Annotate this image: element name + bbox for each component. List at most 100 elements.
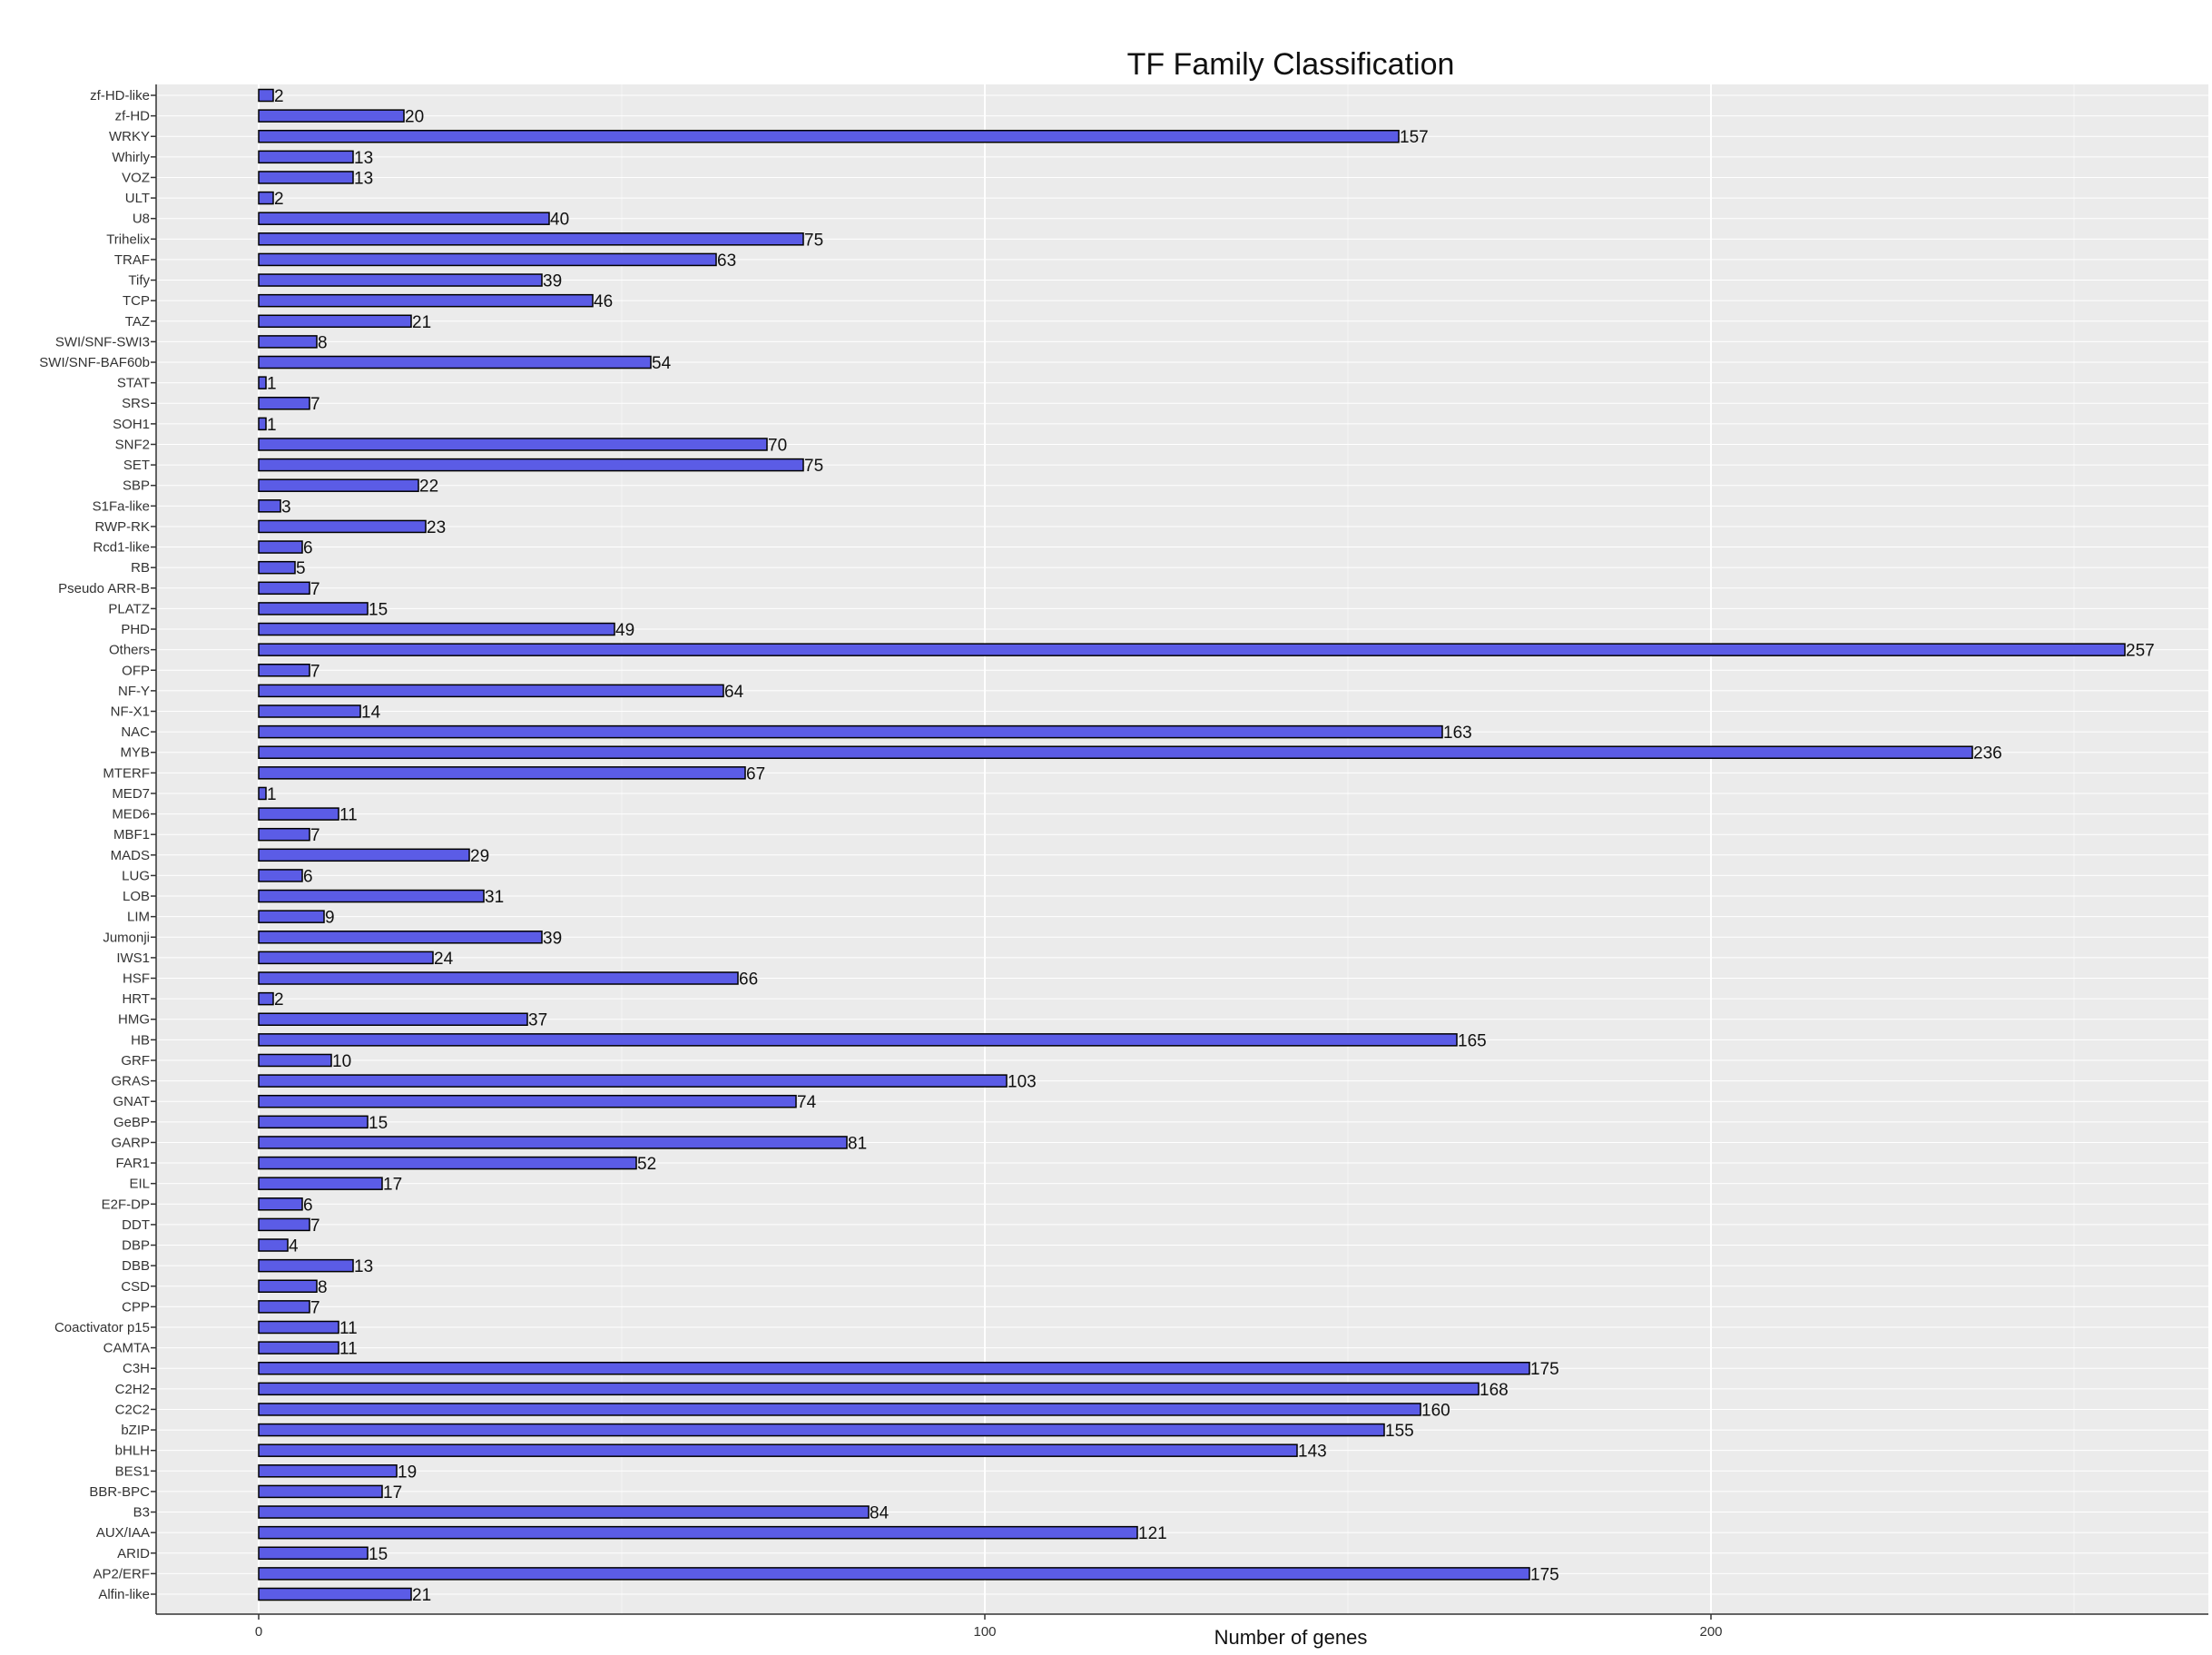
bar <box>258 191 274 205</box>
value-label: 7 <box>310 395 320 414</box>
bar <box>258 232 804 246</box>
category-label: CAMTA <box>103 1341 150 1356</box>
bar <box>258 951 434 965</box>
bar <box>258 1423 1385 1437</box>
value-label: 6 <box>303 867 313 886</box>
bar <box>258 991 274 1006</box>
category-label: Trihelix <box>106 232 150 247</box>
category-label: NF-X1 <box>111 704 150 719</box>
category-label: DBP <box>122 1238 150 1254</box>
bar <box>258 766 746 780</box>
category-label: MBF1 <box>113 827 150 842</box>
category-label: AP2/ERF <box>93 1566 150 1581</box>
category-label: IWS1 <box>116 951 150 966</box>
category-label: Jumonji <box>103 930 150 945</box>
bar <box>258 1156 637 1170</box>
bar <box>258 581 310 596</box>
bar <box>258 1300 310 1314</box>
value-label: 8 <box>318 1278 328 1297</box>
category-label: VOZ <box>122 170 150 185</box>
bar <box>258 602 369 616</box>
bar <box>258 1258 354 1273</box>
value-label: 236 <box>1973 744 2002 763</box>
category-label: SOH1 <box>113 417 150 432</box>
value-label: 19 <box>398 1463 417 1482</box>
bar <box>258 1443 1298 1457</box>
category-label: WRKY <box>109 129 150 144</box>
bar <box>258 1382 1480 1396</box>
bar <box>258 971 739 985</box>
bar <box>258 560 296 575</box>
bar <box>258 1177 383 1190</box>
bar <box>258 1012 528 1026</box>
category-label: SBP <box>123 478 150 494</box>
category-label: TAZ <box>125 314 150 330</box>
category-label: CPP <box>122 1299 150 1315</box>
value-label: 165 <box>1458 1031 1487 1050</box>
bar <box>258 1320 339 1335</box>
value-label: 7 <box>310 580 320 599</box>
value-label: 17 <box>383 1483 402 1502</box>
category-label: Coactivator p15 <box>54 1320 150 1335</box>
category-label: Rcd1-like <box>93 540 150 556</box>
category-label: zf-HD-like <box>90 88 150 103</box>
category-label: GeBP <box>113 1115 150 1130</box>
category-label: BBR-BPC <box>89 1484 150 1500</box>
category-label: FAR1 <box>115 1156 150 1171</box>
bar <box>258 1115 369 1129</box>
category-label: SWI/SNF-BAF60b <box>39 355 150 370</box>
value-label: 160 <box>1421 1401 1450 1420</box>
value-label: 157 <box>1400 128 1429 147</box>
category-label: Tify <box>128 273 150 289</box>
bar <box>258 417 267 431</box>
value-label: 40 <box>550 211 569 230</box>
category-label: Whirly <box>112 150 150 165</box>
category-label: CSD <box>121 1279 150 1295</box>
category-label: AUX/IAA <box>96 1525 150 1541</box>
category-label: GNAT <box>113 1094 150 1109</box>
category-label: SWI/SNF-SWI3 <box>55 334 150 350</box>
value-label: 7 <box>310 662 320 681</box>
value-label: 168 <box>1480 1381 1509 1400</box>
value-label: 7 <box>310 1298 320 1317</box>
bar <box>258 129 1400 143</box>
value-label: 6 <box>303 539 313 558</box>
value-label: 1 <box>267 785 277 804</box>
category-label: SNF2 <box>115 437 150 452</box>
value-label: 15 <box>369 600 388 619</box>
value-label: 21 <box>412 1586 431 1605</box>
chart-title: TF Family Classification <box>1127 47 1455 82</box>
bar <box>258 1033 1458 1047</box>
category-label: Others <box>109 643 150 658</box>
value-label: 70 <box>768 436 787 455</box>
bar <box>258 848 470 862</box>
bar <box>258 1484 383 1499</box>
category-label: bHLH <box>115 1443 150 1459</box>
bar <box>258 622 615 636</box>
value-label: 64 <box>724 683 744 702</box>
value-label: 37 <box>528 1011 547 1030</box>
plot-panel <box>156 84 2208 1614</box>
category-label: Pseudo ARR-B <box>58 581 150 596</box>
value-label: 175 <box>1530 1360 1559 1379</box>
bar <box>258 293 594 308</box>
value-label: 175 <box>1530 1565 1559 1584</box>
value-label: 9 <box>325 909 335 928</box>
category-label: LUG <box>122 868 150 883</box>
bar <box>258 1074 1008 1088</box>
bar <box>258 1464 398 1478</box>
bar <box>258 1505 870 1519</box>
bar <box>258 807 339 821</box>
tick-layer: 0 100 200 <box>151 94 1723 1640</box>
bar <box>258 1587 412 1601</box>
value-label: 22 <box>419 478 438 497</box>
bar <box>258 1094 797 1108</box>
value-label: 11 <box>339 1340 358 1359</box>
category-label: bZIP <box>121 1423 150 1438</box>
value-label: 2 <box>274 990 284 1010</box>
bar <box>258 684 724 698</box>
bar <box>258 540 303 554</box>
